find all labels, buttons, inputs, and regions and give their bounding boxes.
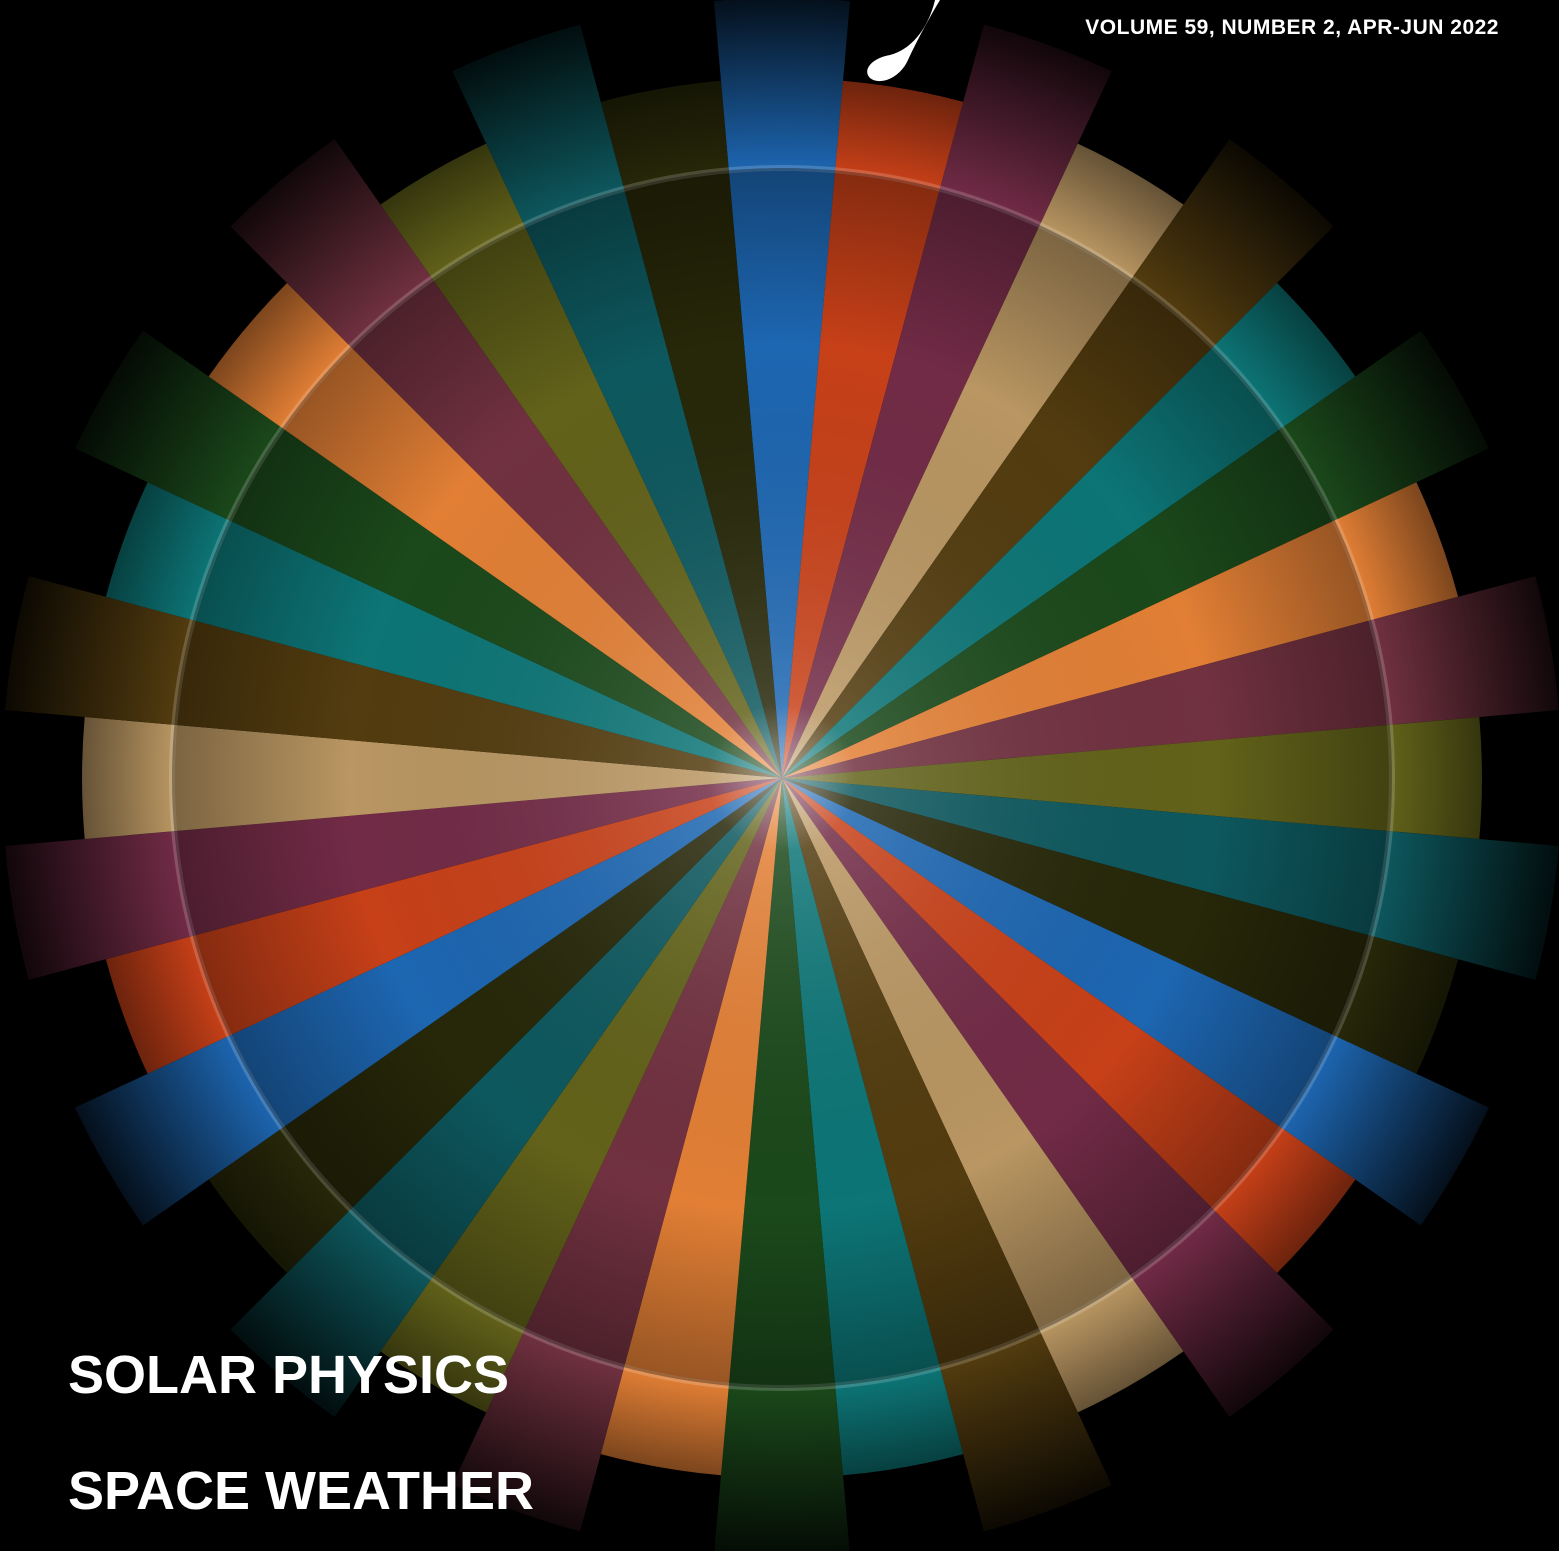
headline-space-weather: SPACE WEATHER <box>68 1461 535 1521</box>
headline-solar-physics: SOLAR PHYSICS <box>68 1345 510 1405</box>
number-label: NUMBER 2, <box>1221 16 1342 39</box>
issue-info: VOLUME 59, NUMBER 2, APR-JUN 2022 <box>1085 16 1499 40</box>
volume-label: VOLUME 59, <box>1085 16 1216 39</box>
journal-logo-fragment <box>867 0 940 82</box>
date-label: APR-JUN 2022 <box>1347 16 1499 39</box>
